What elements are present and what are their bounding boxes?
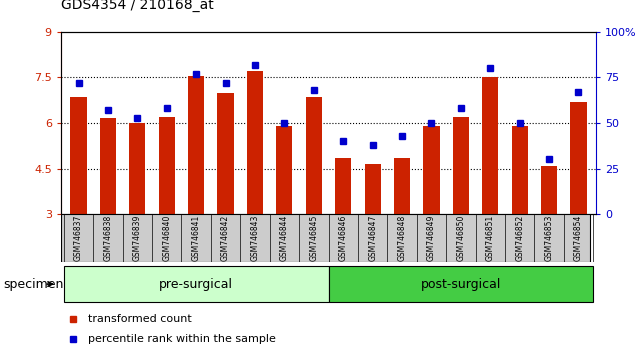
Bar: [423, 126, 440, 214]
Bar: [129, 123, 146, 214]
Bar: [570, 102, 587, 214]
Bar: [394, 158, 410, 214]
Text: specimen: specimen: [3, 278, 63, 291]
Bar: [482, 78, 498, 214]
Bar: [100, 119, 116, 214]
Bar: [453, 117, 469, 214]
Text: GSM746847: GSM746847: [368, 215, 377, 261]
Bar: [71, 97, 87, 214]
Bar: [276, 126, 292, 214]
Bar: [64, 266, 328, 302]
Bar: [306, 97, 322, 214]
Text: GSM746839: GSM746839: [133, 215, 142, 261]
Text: GSM746838: GSM746838: [103, 215, 112, 261]
Text: percentile rank within the sample: percentile rank within the sample: [88, 334, 276, 344]
Text: GSM746850: GSM746850: [456, 215, 465, 261]
Bar: [365, 164, 381, 214]
Text: GDS4354 / 210168_at: GDS4354 / 210168_at: [61, 0, 213, 12]
Text: GSM746851: GSM746851: [486, 215, 495, 261]
Text: GSM746854: GSM746854: [574, 215, 583, 261]
Bar: [159, 117, 175, 214]
Text: post-surgical: post-surgical: [420, 278, 501, 291]
Bar: [541, 166, 557, 214]
Text: GSM746843: GSM746843: [251, 215, 260, 261]
Text: GSM746837: GSM746837: [74, 215, 83, 261]
Bar: [188, 76, 204, 214]
Text: pre-surgical: pre-surgical: [159, 278, 233, 291]
Bar: [247, 72, 263, 214]
Text: GSM746842: GSM746842: [221, 215, 230, 261]
Text: GSM746853: GSM746853: [545, 215, 554, 261]
Text: GSM746852: GSM746852: [515, 215, 524, 261]
Text: GSM746841: GSM746841: [192, 215, 201, 261]
Bar: [217, 93, 234, 214]
Text: GSM746840: GSM746840: [162, 215, 171, 261]
Text: GSM746846: GSM746846: [338, 215, 347, 261]
Text: GSM746848: GSM746848: [397, 215, 406, 261]
Bar: [335, 158, 351, 214]
Text: GSM746844: GSM746844: [280, 215, 289, 261]
Bar: [512, 126, 528, 214]
Text: transformed count: transformed count: [88, 314, 192, 324]
Text: GSM746849: GSM746849: [427, 215, 436, 261]
Text: GSM746845: GSM746845: [310, 215, 319, 261]
Bar: [328, 266, 593, 302]
